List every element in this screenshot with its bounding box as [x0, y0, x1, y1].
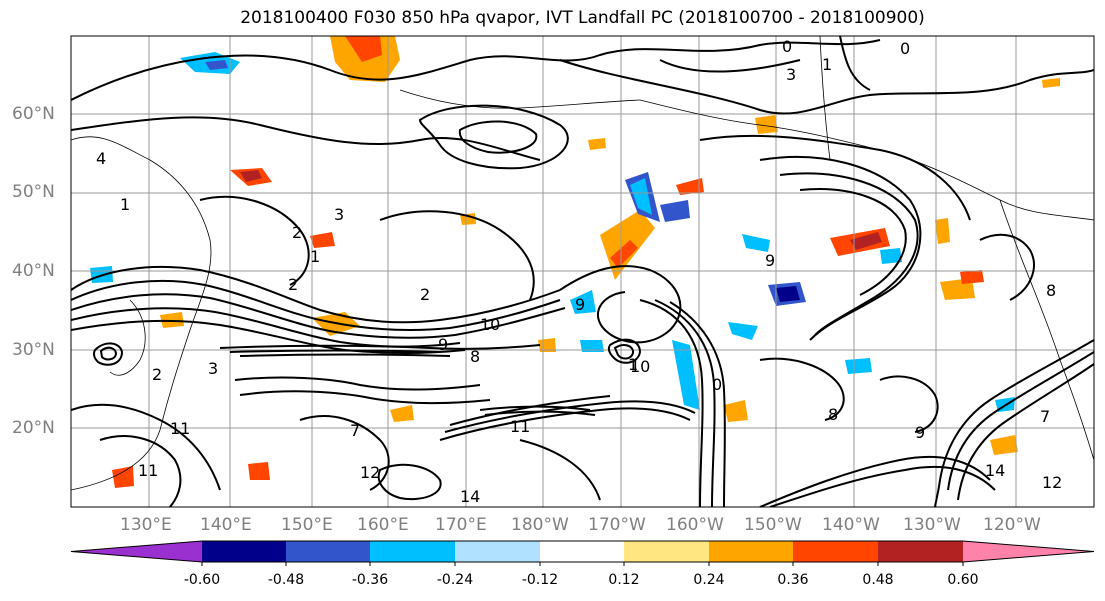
lon-label-170W: 170°W [588, 515, 646, 535]
lon-label-160W: 160°W [666, 515, 724, 535]
contour-label: 12 [1042, 473, 1062, 492]
colorbar-label: 0.60 [947, 572, 979, 588]
colorbar-segment [624, 541, 709, 562]
colorbar-segment [370, 541, 455, 562]
contour-label: 1 [628, 355, 638, 374]
contour-label: 9 [575, 295, 585, 314]
colorbar-segment [709, 541, 793, 562]
lon-label-180W: 180°W [511, 515, 569, 535]
contour-label: 1 [822, 55, 832, 74]
contour-label: 8 [828, 405, 838, 424]
contour-label: 2 [292, 223, 302, 242]
contour-label: 11 [170, 419, 190, 438]
lat-label-40N: 40°N [12, 261, 55, 281]
colorbar-segment [793, 541, 878, 562]
lon-label-140E: 140°E [200, 515, 252, 535]
colorbar-label: 0.24 [693, 572, 725, 588]
coastlines [71, 36, 1094, 491]
lon-label-170E: 170°E [435, 515, 487, 535]
contour-labels: 0 1 0 3 4 1 3 2 1 2 2 10 10 9 9 8 11 7 1… [96, 37, 1062, 506]
contour-label: 14 [985, 461, 1005, 480]
ivt-contours [71, 36, 1094, 507]
map-gridlines [71, 36, 1094, 507]
contour-label: 10 [480, 315, 500, 334]
contour-label: 7 [1040, 407, 1050, 426]
contour-label: 2 [152, 365, 162, 384]
colorbar-segment [963, 541, 1094, 562]
contour-label: 3 [786, 65, 796, 84]
colorbar-label: -0.24 [436, 572, 474, 588]
lon-label-120W: 120°W [983, 515, 1041, 535]
colorbar-segment [71, 541, 202, 562]
colorbar-label: 0.12 [608, 572, 640, 588]
contour-label: 14 [460, 487, 480, 506]
lon-label-130W: 130°W [903, 515, 961, 535]
colorbar-segment [540, 541, 624, 562]
colorbar-label: 0.48 [862, 572, 894, 588]
contour-label: 11 [138, 461, 158, 480]
lat-label-60N: 60°N [12, 104, 55, 124]
colorbar-segment [455, 541, 540, 562]
contour-label: 2 [420, 285, 430, 304]
map-title: 2018100400 F030 850 hPa qvapor, IVT Land… [240, 8, 925, 28]
lat-label-50N: 50°N [12, 182, 55, 202]
contour-label: 9 [438, 335, 448, 354]
lat-label-30N: 30°N [12, 340, 55, 360]
anomaly-patches [90, 36, 1060, 488]
lon-label-140W: 140°W [822, 515, 880, 535]
lon-label-160E: 160°E [357, 515, 409, 535]
contour-label: 8 [470, 347, 480, 366]
contour-label: 0 [712, 375, 722, 394]
contour-label: 3 [334, 205, 344, 224]
contour-label: 11 [510, 417, 530, 436]
contour-label: 7 [350, 421, 360, 440]
contour-label: 9 [765, 251, 775, 270]
contour-label: 3 [208, 359, 218, 378]
map-frame [70, 35, 1095, 508]
contour-label: 1 [310, 247, 320, 266]
contour-label: 1 [120, 195, 130, 214]
colorbar-segment [202, 541, 286, 562]
contour-label: 8 [1046, 281, 1056, 300]
colorbar-label: -0.60 [183, 572, 221, 588]
contour-label: 10 [630, 357, 650, 376]
colorbar-segment [286, 541, 370, 562]
colorbar [70, 540, 1095, 566]
colorbar-segment [878, 541, 963, 562]
colorbar-label: -0.36 [351, 572, 389, 588]
lon-label-150W: 150°W [744, 515, 802, 535]
colorbar-label: -0.12 [521, 572, 559, 588]
lon-label-150E: 150°E [281, 515, 333, 535]
contour-label: 0 [900, 39, 910, 58]
contour-label: 4 [96, 149, 106, 168]
contour-label: 0 [782, 37, 792, 56]
colorbar-label: -0.48 [267, 572, 305, 588]
contour-label: 9 [915, 423, 925, 442]
contour-label: 12 [360, 463, 380, 482]
colorbar-label: 0.36 [777, 572, 809, 588]
lat-label-20N: 20°N [12, 418, 55, 438]
contour-label: 2 [288, 275, 298, 294]
lon-label-130E: 130°E [120, 515, 172, 535]
